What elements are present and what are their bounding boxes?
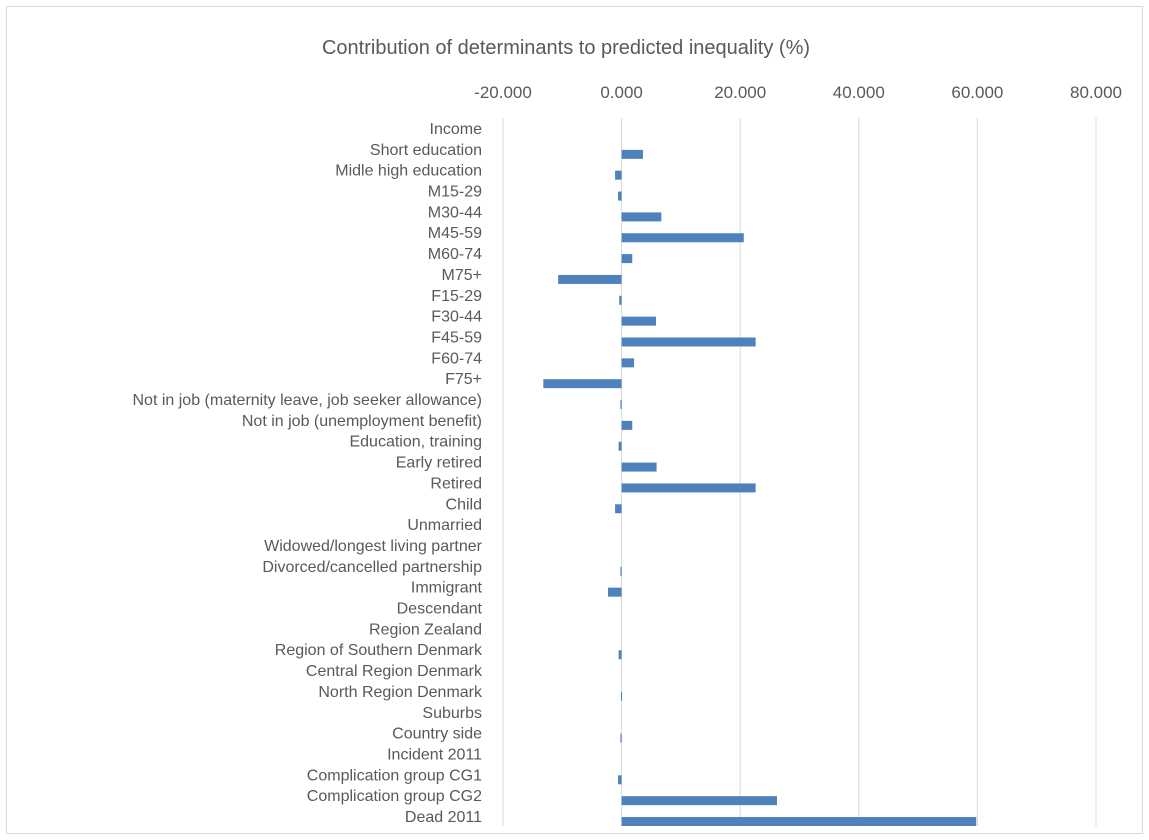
category-label: North Region Denmark — [318, 684, 483, 701]
bar — [621, 212, 662, 222]
category-label: Retired — [430, 475, 482, 492]
bar — [618, 191, 622, 201]
bar — [621, 254, 633, 264]
bar — [621, 462, 657, 472]
category-label: F30-44 — [431, 309, 482, 326]
bar — [621, 483, 756, 493]
category-label: F45-59 — [431, 329, 482, 346]
category-label: Region of Southern Denmark — [275, 642, 483, 659]
category-label: Immigrant — [411, 580, 483, 597]
category-label: Unmarried — [407, 517, 482, 534]
category-label: F15-29 — [431, 288, 482, 305]
category-label: Region Zealand — [369, 621, 482, 638]
category-label: Suburbs — [422, 705, 482, 722]
x-axis-ticks: -20.000 0.000 20.000 40.000 60.000 80.000 — [474, 83, 1122, 102]
x-tick-label: 40.000 — [833, 83, 885, 102]
bar — [620, 733, 622, 743]
category-label: Not in job (unemployment benefit) — [242, 413, 482, 430]
category-label: Complication group CG2 — [307, 788, 482, 805]
chart-title: Contribution of determinants to predicte… — [322, 37, 810, 59]
category-label: M60-74 — [428, 246, 482, 263]
category-label: M30-44 — [428, 204, 482, 221]
bar — [621, 149, 643, 159]
bar — [621, 691, 623, 701]
category-label: Country side — [392, 726, 482, 743]
bar — [615, 170, 622, 180]
category-label: Short education — [370, 142, 482, 159]
bar — [620, 400, 622, 410]
x-tick-label: 0.000 — [600, 83, 643, 102]
bar — [620, 566, 622, 576]
bar — [615, 504, 622, 514]
category-label: Education, training — [349, 434, 482, 451]
category-label: Central Region Denmark — [306, 663, 483, 680]
category-label: F60-74 — [431, 350, 482, 367]
bar — [621, 817, 977, 826]
category-label: Not in job (maternity leave, job seeker … — [133, 392, 483, 409]
bar — [619, 295, 622, 305]
category-label: Widowed/longest living partner — [264, 538, 483, 555]
bar — [621, 420, 633, 430]
bar — [618, 650, 622, 660]
bar — [607, 587, 622, 597]
x-tick-label: 60.000 — [951, 83, 1003, 102]
gridlines — [502, 118, 1097, 826]
category-label: Dead 2011 — [405, 809, 482, 826]
bar — [618, 441, 622, 451]
category-label: Descendant — [397, 601, 483, 618]
x-tick-label: 80.000 — [1070, 83, 1122, 102]
bar — [621, 337, 756, 347]
bars — [543, 149, 977, 826]
bar — [621, 233, 744, 243]
category-label: Early retired — [396, 455, 482, 472]
category-label: M15-29 — [428, 184, 482, 201]
category-label: Complication group CG1 — [307, 767, 482, 784]
bar — [543, 379, 622, 389]
x-tick-label: 20.000 — [714, 83, 766, 102]
bar — [558, 274, 622, 284]
category-labels: Income Short education Midle high educatio… — [133, 121, 484, 826]
x-tick-label: -20.000 — [474, 83, 532, 102]
category-label: Child — [446, 496, 482, 513]
chart-frame — [6, 6, 1143, 834]
category-label: M45-59 — [428, 225, 482, 242]
category-label: Divorced/cancelled partnership — [262, 559, 482, 576]
category-label: Incident 2011 — [387, 746, 482, 763]
bar — [621, 316, 656, 326]
bar — [618, 775, 622, 785]
category-label: Income — [430, 121, 483, 138]
category-label: F75+ — [445, 371, 482, 388]
bar — [621, 358, 635, 368]
bar — [621, 796, 777, 806]
category-label: Midle high education — [335, 163, 482, 180]
category-label: M75+ — [442, 267, 482, 284]
